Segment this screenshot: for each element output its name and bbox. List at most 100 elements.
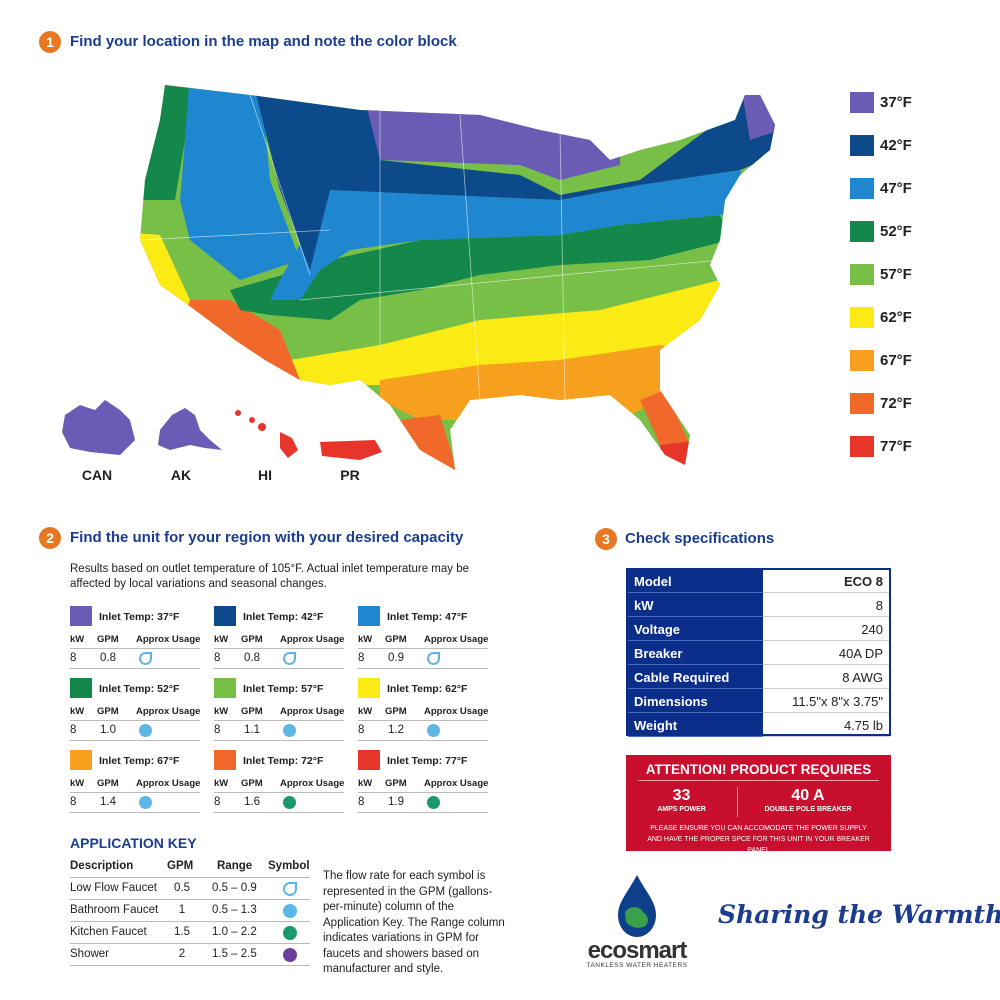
- unit-label: Inlet Temp: 47°F: [387, 611, 468, 623]
- inset-maps: [62, 400, 382, 460]
- unit-label: Inlet Temp: 37°F: [99, 611, 180, 623]
- key-range: 1.5 – 2.5: [212, 948, 257, 960]
- unit-kw: 8: [358, 796, 365, 808]
- rule: [70, 943, 310, 944]
- rule: [358, 720, 488, 721]
- unit-label: Inlet Temp: 67°F: [99, 755, 180, 767]
- rule: [358, 740, 488, 741]
- unit-gpm: 1.4: [100, 796, 116, 808]
- unit-swatch: [70, 750, 92, 770]
- key-header: Range: [217, 860, 253, 872]
- rule: [70, 877, 310, 878]
- rule: [763, 712, 889, 713]
- step-badge: 1: [39, 31, 61, 53]
- spec-label-cell: [628, 569, 763, 593]
- legend-swatch: [850, 178, 874, 199]
- legend-swatch: [850, 135, 874, 156]
- column-header: Approx Usage: [424, 778, 489, 789]
- climate-zone: [640, 390, 690, 445]
- unit-label: Inlet Temp: 57°F: [243, 683, 324, 695]
- climate-zone: [230, 215, 730, 320]
- slogan: Sharing the Warmth™: [718, 900, 1000, 929]
- state-border: [140, 229, 331, 241]
- column-header: GPM: [385, 706, 407, 717]
- legend-label: 52°F: [880, 223, 912, 240]
- step-title: Check specifications: [625, 530, 775, 547]
- unit-swatch: [70, 606, 92, 626]
- rule: [358, 792, 488, 793]
- column-header: GPM: [241, 778, 263, 789]
- rule: [70, 720, 200, 721]
- rule: [214, 812, 344, 813]
- column-header: kW: [70, 706, 85, 717]
- unit-gpm: 0.9: [388, 652, 404, 664]
- requirement-label: AMPS POWER: [657, 806, 706, 813]
- spec-label: Breaker: [634, 646, 683, 661]
- column-header: Approx Usage: [424, 634, 489, 645]
- legend-label: 72°F: [880, 395, 912, 412]
- rule: [763, 592, 889, 593]
- column-header: Approx Usage: [136, 706, 201, 717]
- spec-label: Weight: [634, 718, 678, 733]
- column-header: GPM: [97, 634, 119, 645]
- step-badge: 3: [595, 528, 617, 550]
- column-header: kW: [70, 778, 85, 789]
- step-note: Results based on outlet temperature of 1…: [70, 563, 470, 590]
- column-header: Approx Usage: [136, 634, 201, 645]
- key-symbol: [283, 926, 297, 940]
- legend-label: 37°F: [880, 94, 912, 111]
- unit-kw: 8: [70, 724, 77, 736]
- rule: [214, 740, 344, 741]
- key-header: Description: [70, 860, 134, 872]
- state-border: [459, 114, 481, 401]
- spec-label-cell: [628, 665, 763, 689]
- unit-swatch: [214, 606, 236, 626]
- legend-swatch: [850, 92, 874, 113]
- unit-kw: 8: [358, 652, 365, 664]
- legend-label: 62°F: [880, 309, 912, 326]
- unit-kw: 8: [70, 796, 77, 808]
- state-border: [249, 94, 311, 276]
- unit-swatch: [358, 606, 380, 626]
- unit-label: Inlet Temp: 62°F: [387, 683, 468, 695]
- usage-icon: [283, 724, 296, 737]
- key-gpm: 1.5: [174, 926, 190, 938]
- usage-icon: [139, 724, 152, 737]
- unit-swatch: [214, 678, 236, 698]
- spec-label-cell: [628, 641, 763, 665]
- unit-gpm: 0.8: [244, 652, 260, 664]
- requirement-label: DOUBLE POLE BREAKER: [764, 806, 852, 813]
- column-header: kW: [214, 778, 229, 789]
- inset-label: HI: [258, 467, 272, 483]
- rule: [358, 812, 488, 813]
- climate-zone: [660, 440, 700, 470]
- rule: [214, 668, 344, 669]
- unit-gpm: 1.9: [388, 796, 404, 808]
- legend-swatch: [850, 393, 874, 414]
- canada-map: [62, 400, 135, 455]
- unit-label: Inlet Temp: 42°F: [243, 611, 324, 623]
- key-range: 0.5 – 1.3: [212, 904, 257, 916]
- state-border: [559, 129, 566, 401]
- unit-gpm: 1.2: [388, 724, 404, 736]
- unit-label: Inlet Temp: 72°F: [243, 755, 324, 767]
- spec-label: Model: [634, 574, 672, 589]
- key-gpm: 2: [178, 948, 186, 960]
- rule: [763, 688, 889, 689]
- usage-icon: [283, 796, 296, 809]
- spec-value: 240: [861, 622, 883, 637]
- spec-value: 8 AWG: [842, 670, 883, 685]
- legend-label: 47°F: [880, 180, 912, 197]
- column-header: GPM: [385, 778, 407, 789]
- column-header: kW: [358, 706, 373, 717]
- key-range: 0.5 – 0.9: [212, 882, 257, 894]
- unit-label: Inlet Temp: 77°F: [387, 755, 468, 767]
- brand-tagline: TANKLESS WATER HEATERS: [586, 962, 688, 969]
- legend-swatch: [850, 264, 874, 285]
- divider: [737, 787, 738, 817]
- usage-icon: [283, 652, 296, 665]
- key-title: APPLICATION KEY: [70, 835, 197, 851]
- column-header: GPM: [97, 706, 119, 717]
